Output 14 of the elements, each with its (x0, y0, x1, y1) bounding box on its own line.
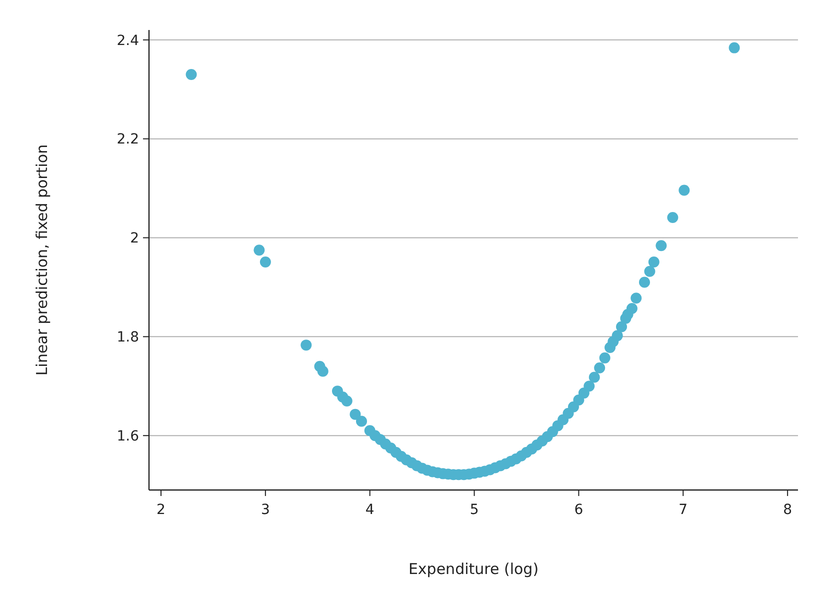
y-tick-label: 2 (130, 230, 139, 247)
y-tick-label: 1.8 (116, 330, 139, 346)
x-tick-label: 8 (783, 502, 792, 518)
x-tick-label: 5 (470, 502, 479, 518)
y-tick-label: 2.2 (116, 132, 139, 148)
x-tick-label: 3 (260, 502, 270, 518)
y-tick-label: 2.4 (116, 32, 140, 49)
y-tick-label: 1.6 (116, 428, 140, 444)
x-axis-title: Expenditure (log) (408, 560, 539, 578)
x-tick-label: 6 (574, 502, 584, 518)
y-axis-title: Linear prediction, fixed portion (33, 144, 51, 376)
x-tick-label: 4 (365, 502, 374, 518)
x-tick-label: 7 (678, 502, 688, 518)
x-tick-label: 2 (156, 502, 166, 518)
